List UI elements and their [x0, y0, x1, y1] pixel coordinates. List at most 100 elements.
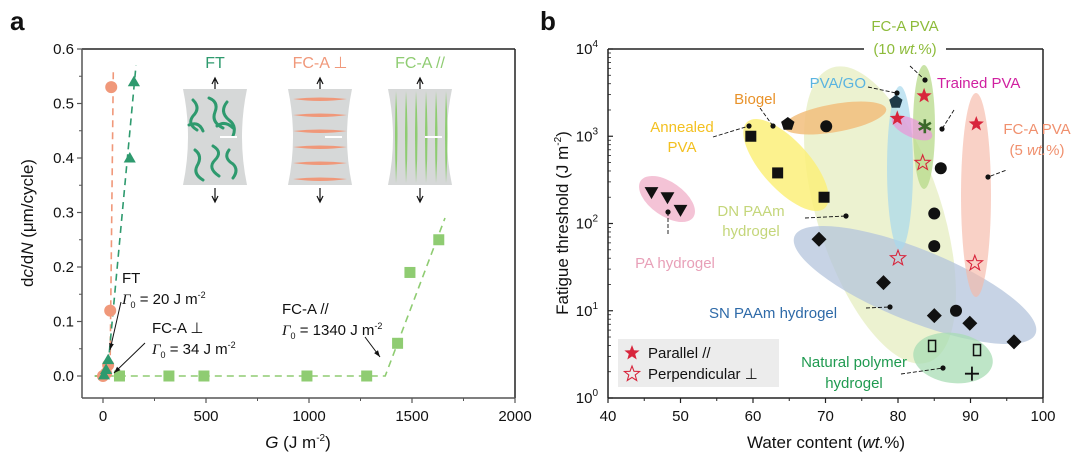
annotation-title: FT [122, 270, 140, 287]
data-point-plus [964, 366, 979, 381]
label-dn-paam-line2: hydrogel [722, 223, 780, 240]
region-pva-go [887, 86, 913, 250]
fiber [193, 148, 205, 182]
data-point-star [968, 116, 984, 131]
leader-dot [939, 126, 945, 132]
arrowhead-icon [374, 350, 380, 357]
x-tick-label: 0 [99, 408, 107, 425]
leader-line [867, 86, 897, 94]
x-axis-label: Water content (wt.%) [747, 433, 905, 452]
data-point-triangle-down [673, 204, 688, 217]
data-point-diamond [811, 231, 827, 247]
fit-line-2 [94, 217, 446, 377]
label-trained-pva: Trained PVA [937, 75, 1020, 92]
label-biogel: Biogel [734, 91, 776, 108]
arrowhead-icon [109, 343, 114, 350]
legend-label: Parallel // [648, 345, 711, 362]
fiber [395, 91, 398, 183]
data-point-diamond [926, 308, 942, 324]
inset-vertical: FC-A // [388, 55, 452, 204]
data-point-diamond [876, 275, 891, 291]
region-trained-pva [891, 115, 933, 141]
region-biogel [783, 101, 887, 135]
data-point-square [198, 370, 210, 382]
label-dn-paam-line1: DN PAAm [717, 203, 784, 220]
y-tick-label: 0.5 [53, 96, 74, 113]
region-fc-a-pva-5-wt- [961, 93, 991, 297]
data-point-square [113, 370, 125, 382]
annotation-arrow [113, 342, 146, 374]
fiber [222, 100, 236, 138]
data-point-triangle [123, 152, 136, 163]
inset-label: FT [205, 55, 225, 72]
legend-label: Perpendicular ⊥ [648, 366, 758, 383]
leader-dot [843, 213, 849, 219]
annotation-arrow [109, 301, 122, 351]
data-point-square [745, 130, 757, 142]
inset-specimen [388, 89, 452, 185]
arrow-down-icon [416, 188, 424, 204]
data-point-square [392, 337, 404, 349]
fiber [293, 177, 347, 181]
x-tick-label: 2000 [498, 408, 531, 425]
y-tick-label: 102 [576, 214, 599, 233]
label-fca-pva-10-line2: (10 wt.%) [873, 41, 936, 58]
x-tick-label: 70 [817, 408, 834, 425]
fiber [187, 122, 205, 133]
y-tick-label: 0.1 [53, 314, 74, 331]
x-tick-label: 1000 [292, 408, 325, 425]
y-tick-label: 0.6 [53, 41, 74, 58]
label-annealed-pva-line1: Annealed [650, 119, 713, 136]
inset-label: FC-A ⊥ [293, 55, 348, 72]
y-tick-label: 104 [576, 39, 599, 58]
data-point-star [916, 87, 932, 103]
x-tick-label: 40 [600, 408, 617, 425]
leader-line [900, 367, 944, 375]
label-annealed-pva-line2: PVA [668, 139, 697, 156]
inset-horizontal: FC-A ⊥ [288, 55, 352, 204]
inset-random: FT [183, 55, 247, 204]
label-natural-polymer-line1: Natural polymer [801, 354, 907, 371]
leader-dot [894, 90, 900, 96]
data-point-square [772, 167, 784, 179]
panel-a-chart: FT FC-A ⊥ FC-A // 0.0 0.1 0.2 0.3 0.4 0.5 0.6 0 500… [18, 41, 532, 452]
data-point-triangle [100, 363, 113, 374]
x-tick-label: 50 [672, 408, 689, 425]
label-fca-pva-5-line1: FC-A PVA [1003, 121, 1070, 138]
fit-line-0 [94, 70, 115, 377]
legend-marker-star [624, 345, 640, 360]
x-tick-label: 1500 [395, 408, 428, 425]
fiber [293, 145, 347, 149]
annotation-gamma: Γ0 = 34 J m-2 [151, 340, 236, 360]
y-axis-label: dc/dN (μm/cycle) [18, 159, 37, 287]
fit-line-1 [94, 65, 137, 377]
x-tick-label: 500 [193, 408, 218, 425]
data-point-square [301, 370, 313, 382]
y-tick-label: 103 [576, 126, 599, 145]
data-point-triangle [102, 353, 115, 365]
region-annealed-pva [743, 119, 829, 211]
arrow-down-icon [211, 188, 219, 204]
fiber [293, 161, 347, 165]
arrowhead-icon [114, 366, 121, 373]
leader-dot [922, 77, 928, 83]
panel-label-b: b [540, 6, 556, 36]
inset-specimen [288, 89, 352, 185]
leader-line [941, 109, 955, 130]
leader-line [804, 215, 847, 219]
data-point-square [433, 234, 445, 246]
fiber [189, 98, 199, 132]
label-sn-paam-hydrogel: SN PAAm hydrogel [709, 305, 837, 322]
label-background [864, 40, 946, 54]
inset-label: FC-A // [395, 55, 445, 72]
fiber [405, 91, 408, 183]
y-tick-label: 0.4 [53, 150, 74, 167]
legend-marker-star-open [622, 364, 642, 382]
data-point-pentagon [781, 117, 795, 130]
fiber [445, 91, 448, 183]
label-pa-hydrogel: PA hydrogel [635, 255, 715, 272]
leader-line [865, 306, 891, 309]
y-tick-label: 0.3 [53, 205, 74, 222]
data-point-diamond [962, 315, 978, 331]
data-point-circle [820, 120, 833, 133]
